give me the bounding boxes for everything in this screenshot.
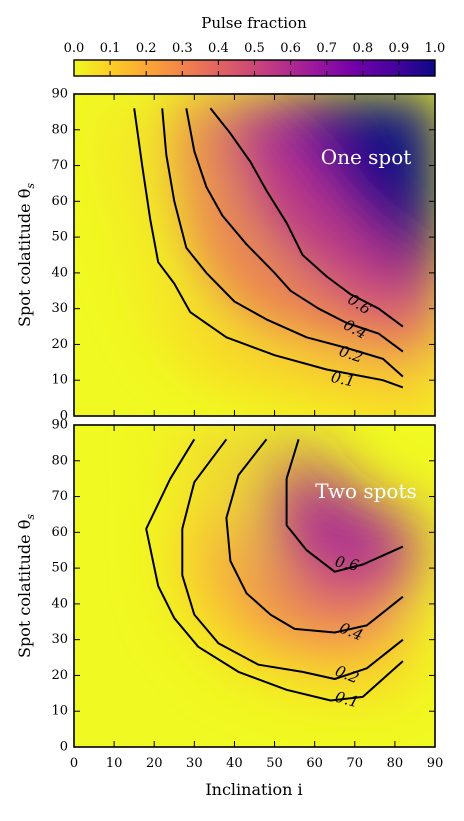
contour-line-0-4	[185, 108, 404, 353]
ylabel-two-spots: Spot colatitude θs	[15, 514, 37, 658]
y-tick-label: 90	[51, 418, 68, 433]
contour-label: 0.1	[329, 368, 356, 391]
contour-line-0-4	[225, 438, 404, 634]
colorbar-tick-label: 0.1	[100, 41, 121, 56]
y-tick-label: 40	[51, 265, 68, 280]
x-tick-label: 30	[186, 756, 203, 771]
contour-line-0-2	[161, 108, 404, 378]
contours-two-spots: 0.10.20.40.6	[145, 438, 404, 712]
colorbar-title: Pulse fraction	[201, 14, 307, 32]
x-tick-label: 10	[106, 756, 123, 771]
axes-frame-two-spots	[73, 424, 436, 748]
y-tick-label: 0	[60, 409, 68, 424]
x-tick-label: 50	[266, 756, 283, 771]
contour-line-0-6	[285, 439, 404, 573]
colorbar-tick-label: 0.4	[208, 41, 229, 56]
colorbar-tick-label: 0.5	[244, 41, 265, 56]
xlabel: Inclination i	[205, 780, 302, 799]
colorbar-tick-label: 0.9	[389, 41, 410, 56]
y-tick-label: 60	[51, 525, 68, 540]
x-tick-label: 90	[427, 756, 444, 771]
heatmap-two-spots	[74, 425, 435, 747]
y-tick-label: 80	[51, 122, 68, 137]
colorbar-tick-label: 0.0	[64, 41, 85, 56]
y-tick-label: 10	[51, 704, 68, 719]
x-tick-label: 80	[387, 756, 404, 771]
colorbar-tick-labels: 0.0 0.1 0.2 0.3 0.4 0.5 0.6 0.7 0.8 0.9 1.0	[64, 41, 446, 56]
ylabel-one-spot: Spot colatitude θs	[15, 183, 37, 327]
y-tick-label: 40	[51, 596, 68, 611]
y-tick-label: 80	[51, 453, 68, 468]
y-tick-label: 60	[51, 194, 68, 209]
colorbar-tick-label: 0.3	[172, 41, 193, 56]
y-tick-label: 30	[51, 632, 68, 647]
contour-line-0-1	[133, 108, 404, 389]
colorbar-tick-label: 0.2	[136, 41, 157, 56]
colorbar-ticks	[73, 60, 436, 76]
colorbar-tick-label: 0.7	[316, 41, 337, 56]
x-tick-label: 0	[70, 756, 78, 771]
y-tick-label: 30	[51, 301, 68, 316]
x-tick-label: 20	[146, 756, 163, 771]
x-tick-label: 60	[306, 756, 323, 771]
ticks-two-spots: 0 10 20 30 40 50 60 70 80 90 0 10 20 30 40 50 60 70 80 90	[51, 418, 443, 772]
contour-label: 0.6	[333, 552, 361, 575]
contours-one-spot: 0.10.20.40.6	[133, 107, 404, 391]
ticks-one-spot: 0 10 20 30 40 50 60 70 80 90	[51, 87, 436, 424]
y-tick-label: 50	[51, 230, 68, 245]
contour-line-0-6	[209, 107, 404, 328]
contour-label: 0.1	[333, 688, 361, 712]
contour-line-0-2	[181, 438, 404, 680]
annotation-one-spot: One spot	[321, 145, 412, 169]
x-tick-label: 40	[226, 756, 243, 771]
y-tick-label: 70	[51, 489, 68, 504]
y-tick-label: 70	[51, 158, 68, 173]
annotation-two-spots: Two spots	[315, 479, 417, 503]
y-tick-label: 20	[51, 668, 68, 683]
x-tick-label: 70	[347, 756, 364, 771]
colorbar-tick-label: 1.0	[425, 41, 446, 56]
contour-line-0-1	[145, 438, 404, 702]
y-tick-label: 20	[51, 337, 68, 352]
y-tick-label: 50	[51, 561, 68, 576]
colorbar-tick-label: 0.8	[352, 41, 373, 56]
colorbar-tick-label: 0.6	[280, 41, 301, 56]
y-tick-label: 0	[60, 740, 68, 755]
y-tick-label: 10	[51, 373, 68, 388]
axes-frame-one-spot	[73, 93, 436, 417]
y-tick-label: 90	[51, 87, 68, 102]
